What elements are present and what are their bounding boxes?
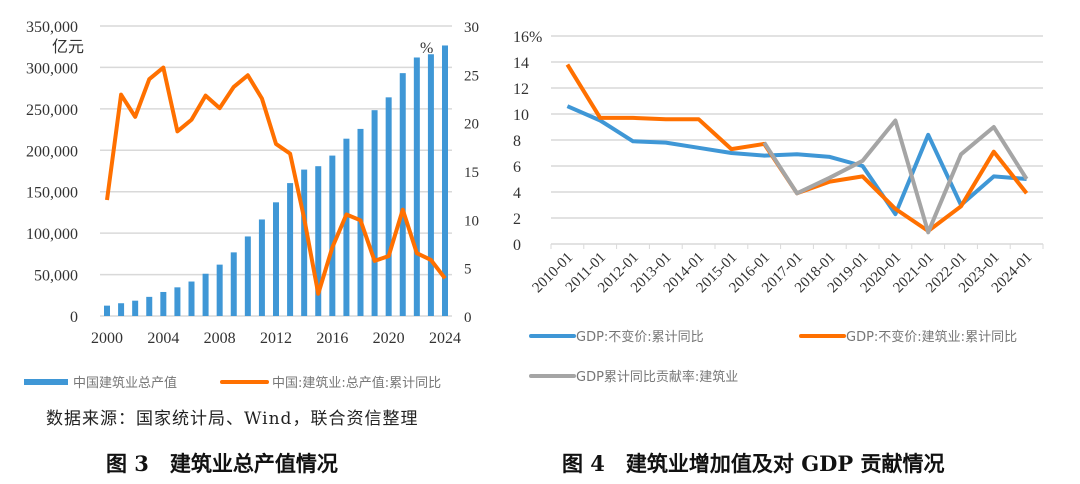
y-axis-tick-label: 6 [513,159,521,176]
bar-2008 [216,264,223,316]
y-axis-tick-label: 0 [513,237,521,254]
x-axis-tick-label: 2020 [373,330,405,347]
chart-construction-output: 0 50,000 100,000 150,000 200,000 250,000 300,0… [24,19,479,391]
bar-2019 [371,110,378,316]
bar-2024 [442,45,448,316]
bar-2020 [385,97,392,316]
bar-2017 [343,138,350,316]
legend-label-growth: 中国:建筑业:总产值:累计同比 [272,375,441,391]
left-axis-tick-label: 150,000 [26,185,78,202]
x-axis-tick-label: 2004 [147,330,179,347]
y-axis-tick-label: 2 [513,211,521,228]
figure-3-caption: 图 3 建筑业总产值情况 [106,451,338,476]
y-axis-tick-label: 16% [513,29,542,46]
figure-4-caption: 图 4 建筑业增加值及对 GDP 贡献情况 [562,451,944,476]
right-axis-tick-label: 5 [464,262,472,278]
right-axis-tick-label: 0 [464,310,472,326]
left-axis-tick-label: 300,000 [26,60,78,77]
bar-2011 [258,219,265,316]
bar-2013 [287,183,294,316]
bar-2002 [132,300,139,316]
source-note: 数据来源：国家统计局、Wind，联合资信整理 [46,409,418,429]
y-axis-tick-label: 14 [513,55,529,72]
right-axis-unit: % [420,40,433,57]
bar-2001 [118,303,125,316]
left-axis-tick-label: 50,000 [34,268,78,285]
legend-label-0: GDP:不变价:累计同比 [576,329,704,345]
bar-2022 [413,57,420,316]
left-axis-tick-label: 200,000 [26,143,78,160]
chart-construction-gdp-contribution: 0246810121416%2010-012011-012012-012013-… [513,29,1044,385]
x-axis-tick-label: 2012 [260,330,292,347]
bar-2003 [146,296,153,316]
y-axis-tick-label: 4 [513,185,521,202]
x-axis-tick-label: 2000 [91,330,123,347]
right-axis-tick-label: 15 [464,165,479,181]
x-axis-tick-label: 2024 [429,330,461,347]
right-axis-tick-label: 10 [464,213,479,229]
bar-2005 [174,287,181,316]
bar-2006 [188,281,195,316]
right-axis-tick-label: 25 [464,68,479,84]
y-axis-tick-label: 12 [513,81,529,98]
left-axis-tick-label: 250,000 [26,102,78,119]
bar-2015 [315,166,322,316]
series-line-1 [565,63,1029,233]
bar-2009 [230,252,237,316]
bar-2007 [202,273,209,316]
y-axis-tick-label: 10 [513,107,529,124]
bar-2014 [301,169,308,316]
bar-2012 [273,202,279,316]
y-axis-tick-label: 8 [513,133,521,150]
right-axis-tick-label: 20 [464,117,479,133]
legend-label-1: GDP:不变价:建筑业:累计同比 [846,329,1017,345]
left-axis-tick-label: 100,000 [26,226,78,243]
bar-2010 [244,236,251,316]
bar-2023 [427,54,434,317]
legend-label-2: GDP累计同比贡献率:建筑业 [576,369,738,385]
legend-swatch-output [24,379,68,385]
bar-2004 [160,291,167,316]
right-axis-tick-label: 30 [464,20,479,36]
left-axis-unit: 亿元 [52,38,84,56]
bar-2016 [329,155,336,316]
bar-2000 [104,305,110,316]
left-axis-tick-label: 0 [70,309,78,326]
left-axis-tick-label: 350,000 [26,19,78,36]
x-axis-tick-label: 2008 [204,330,236,347]
x-axis-tick-label: 2016 [316,330,348,347]
legend-label-output: 中国建筑业总产值 [73,375,177,391]
bar-2021 [399,73,406,316]
